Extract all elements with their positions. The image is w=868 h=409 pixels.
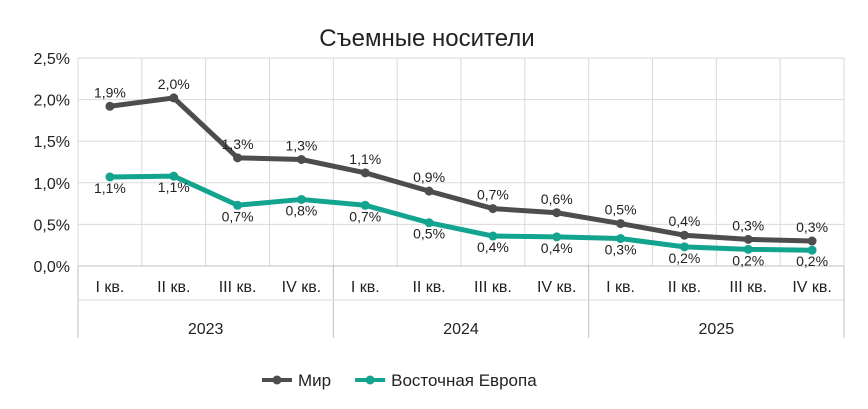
series-layer	[105, 93, 817, 255]
data-point	[552, 208, 562, 218]
data-point	[424, 218, 434, 228]
y-tick-label: 2,0%	[34, 93, 70, 110]
data-point	[105, 172, 115, 182]
data-label: 0,9%	[413, 169, 445, 185]
x-tick-label: IV кв.	[282, 279, 322, 296]
data-point	[296, 155, 306, 165]
data-label: 0,7%	[222, 208, 254, 224]
grid-layer	[77, 57, 845, 267]
data-point	[679, 242, 689, 252]
y-tick-label: 0,5%	[34, 217, 70, 234]
data-point	[616, 234, 626, 244]
y-tick-label: 1,0%	[34, 176, 70, 193]
data-label: 1,1%	[94, 180, 126, 196]
y-tick-label: 1,5%	[34, 134, 70, 151]
data-point	[233, 153, 243, 163]
data-point	[360, 200, 370, 210]
data-label-layer: 1,9% 2,0% 1,3% 1,3% 1,1% 0,9% 0,7% 0,6% 0,5% 0,4%…	[94, 76, 828, 269]
data-point	[169, 93, 179, 103]
legend: Мир Восточная Европа	[262, 371, 537, 390]
data-point	[169, 171, 179, 181]
data-label: 0,8%	[285, 202, 317, 218]
data-point	[552, 232, 562, 242]
data-point	[296, 194, 306, 204]
data-label: 1,3%	[285, 138, 317, 154]
data-label: 0,2%	[668, 250, 700, 266]
data-point	[424, 186, 434, 196]
data-label: 1,9%	[94, 84, 126, 100]
data-point	[488, 231, 498, 241]
data-point	[616, 219, 626, 229]
chart-title: Съемные носители	[319, 25, 534, 52]
x-tick-label: II кв.	[412, 279, 445, 296]
data-label: 0,2%	[796, 253, 828, 269]
data-point	[807, 236, 817, 246]
x-tick-label: III кв.	[729, 279, 767, 296]
legend-label: Восточная Европа	[391, 371, 537, 390]
data-label: 0,5%	[413, 226, 445, 242]
x-tick-label: III кв.	[219, 279, 257, 296]
y-tick-label: 2,5%	[34, 51, 70, 68]
data-label: 0,3%	[732, 217, 764, 233]
data-point	[105, 101, 115, 111]
x-tick-label: II кв.	[668, 279, 701, 296]
series-line-1	[107, 173, 815, 253]
x-tick-label: II кв.	[157, 279, 190, 296]
data-label: 0,2%	[732, 252, 764, 268]
data-label: 0,4%	[668, 213, 700, 229]
data-point	[488, 204, 498, 214]
data-label: 0,7%	[349, 208, 381, 224]
x-tick-label: IV кв.	[537, 279, 577, 296]
data-label: 1,3%	[222, 136, 254, 152]
data-label: 0,5%	[605, 202, 637, 218]
data-label: 0,6%	[541, 191, 573, 207]
legend-label: Мир	[298, 371, 331, 390]
data-label: 0,7%	[477, 187, 509, 203]
data-point	[233, 200, 243, 210]
data-label: 1,1%	[349, 151, 381, 167]
x-tick-label: I кв.	[351, 279, 380, 296]
data-label: 0,3%	[796, 219, 828, 235]
x-tick-label: IV кв.	[792, 279, 832, 296]
legend-marker	[272, 375, 282, 385]
data-label: 0,4%	[541, 240, 573, 256]
y-tick-label: 0,0%	[34, 259, 70, 276]
x-tick-label: III кв.	[474, 279, 512, 296]
x-tick-label: I кв.	[606, 279, 635, 296]
data-point	[743, 244, 753, 254]
data-point	[360, 168, 370, 178]
data-label: 2,0%	[158, 76, 190, 92]
year-label: 2025	[699, 321, 735, 338]
x-tick-label: I кв.	[95, 279, 124, 296]
data-point	[807, 245, 817, 255]
data-label: 0,3%	[605, 242, 637, 258]
axis-layer: 0,0% 0,5% 1,0% 1,5% 2,0% 2,5% I кв. II кв. III к…	[34, 51, 845, 338]
data-point	[679, 230, 689, 240]
series-line-0	[107, 95, 815, 244]
year-label: 2024	[443, 321, 479, 338]
data-label: 0,4%	[477, 239, 509, 255]
year-label: 2023	[188, 321, 224, 338]
data-point	[743, 234, 753, 244]
legend-marker	[365, 375, 375, 385]
data-label: 1,1%	[158, 179, 190, 195]
